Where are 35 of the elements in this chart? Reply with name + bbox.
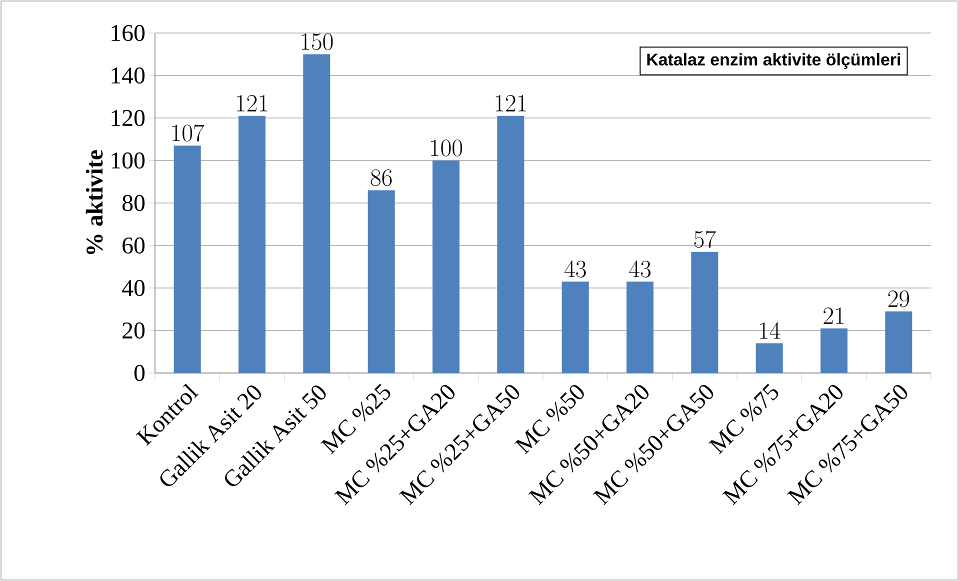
y-tick-label: 140: [112, 67, 145, 84]
y-tick-label: 100: [112, 152, 145, 169]
data-label: 29: [888, 290, 910, 308]
bar: [497, 116, 524, 373]
bar: [820, 328, 848, 373]
bar: [432, 160, 460, 373]
y-tick-label: 0: [134, 364, 145, 382]
data-label: 150: [302, 33, 333, 50]
data-label: 107: [172, 124, 204, 142]
data-label: 14: [760, 322, 780, 339]
y-tick-label: 160: [112, 24, 145, 42]
data-label: 100: [431, 140, 462, 156]
bar: [756, 343, 783, 373]
text: Katalaz enzim aktivite ölçümleri: [647, 53, 900, 69]
bar: [238, 116, 266, 373]
data-label: 121: [237, 94, 268, 112]
data-label: 121: [496, 94, 526, 112]
data-label: 57: [694, 230, 716, 248]
bar: [885, 311, 912, 373]
y-tick-label: 40: [122, 280, 145, 296]
y-axis-title: % aktivite: [86, 150, 103, 254]
y-tick-label: 80: [122, 194, 145, 212]
bar: [562, 282, 589, 373]
data-label: 43: [564, 260, 586, 278]
bar: [174, 146, 201, 373]
data-label: 43: [629, 260, 651, 278]
y-tick-label: 20: [122, 322, 145, 339]
bar: [303, 54, 330, 373]
data-label: 21: [824, 307, 844, 324]
y-tick-label: 60: [122, 237, 145, 254]
data-label: 86: [370, 169, 392, 186]
bar: [691, 252, 718, 373]
bar: [626, 282, 654, 373]
y-tick-label: 120: [112, 110, 145, 126]
bar: [368, 190, 395, 373]
